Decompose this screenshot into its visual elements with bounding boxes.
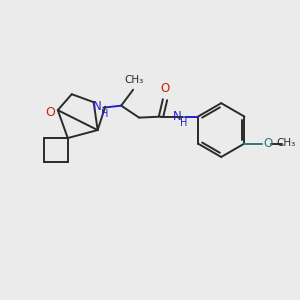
Text: H: H <box>180 118 188 128</box>
Text: O: O <box>263 137 273 150</box>
Text: O: O <box>160 82 169 95</box>
Text: O: O <box>45 106 55 118</box>
Text: CH₃: CH₃ <box>276 137 296 148</box>
Text: CH₃: CH₃ <box>124 75 144 85</box>
Text: H: H <box>100 109 108 118</box>
Text: N: N <box>173 110 182 123</box>
Text: N: N <box>92 100 101 113</box>
